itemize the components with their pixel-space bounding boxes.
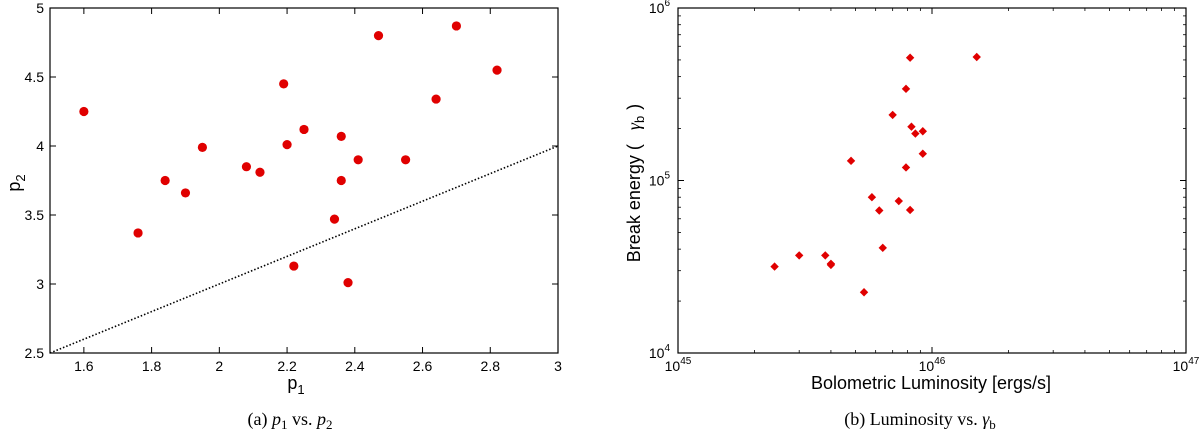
data-point [901, 84, 911, 94]
x-axis-label-a: p1 [287, 373, 304, 397]
data-point [770, 262, 779, 271]
data-point [907, 122, 916, 131]
x-tick-group-a: 1.6 1.8 2 2.2 2.4 2.6 2.8 3 [74, 8, 562, 374]
data-point [180, 188, 191, 198]
data-point [160, 175, 170, 186]
caption-a: (a) p1 vs. p2 [248, 409, 333, 432]
panel-p1-vs-p2: 1.6 1.8 2 2.2 2.4 2.6 2.8 3 2.533.544.55 p1 p2 … [4, 0, 562, 432]
data-point [918, 149, 928, 158]
data-point [353, 155, 363, 165]
y-tick-label: 3.5 [25, 207, 45, 223]
data-point [905, 205, 915, 215]
y-tick-label: 2.5 [25, 345, 45, 361]
reference-line [49, 145, 559, 354]
data-point [133, 228, 143, 238]
y-axis-label-b: Break energy (γb) [624, 104, 647, 262]
x-tick-label: 3 [554, 358, 562, 374]
y-tick-label: 104 [649, 343, 671, 361]
x-tick-label: 1045 [665, 356, 692, 374]
data-point [888, 110, 897, 120]
point-group-b [770, 52, 981, 297]
y-tick-group-b: 104 105 106 [649, 0, 1186, 361]
data-point [343, 278, 353, 288]
y-tick-label: 5 [36, 0, 44, 16]
data-point [859, 288, 869, 297]
data-point [336, 131, 346, 141]
data-point [197, 142, 207, 152]
y-tick-group-a: 2.5 3 3.5 4 4.5 5 [25, 0, 558, 361]
data-point [972, 52, 981, 62]
data-point [336, 175, 346, 186]
data-point [867, 193, 877, 202]
x-axis-label-b: Bolometric Luminosity [ergs/s] [811, 373, 1051, 393]
y-tick-label: 106 [649, 0, 671, 16]
data-point [241, 162, 252, 172]
caption-b: (b) Luminosity vs. γb [844, 409, 996, 432]
x-tick-group-b: 1045 1046 1047 [665, 8, 1200, 374]
data-point [289, 261, 299, 271]
data-point [901, 163, 911, 172]
x-tick-label: 2 [215, 358, 223, 374]
y-tick-label: 105 [649, 171, 671, 189]
x-tick-label: 1047 [1173, 356, 1200, 374]
x-tick-label: 2.4 [345, 358, 365, 374]
y-tick-label: 4.5 [25, 69, 45, 85]
data-point [492, 65, 502, 75]
plot-frame-a [49, 7, 559, 354]
data-point [905, 53, 915, 62]
data-point [826, 259, 836, 268]
data-point [401, 155, 411, 165]
data-point [846, 156, 856, 166]
x-tick-label: 2.8 [481, 358, 501, 374]
data-point [282, 140, 292, 150]
data-point [79, 106, 89, 117]
x-tick-label: 1.8 [142, 358, 162, 374]
point-group-a [79, 21, 502, 288]
data-point [918, 127, 928, 136]
reference-line-group [49, 145, 559, 354]
plot-frame-b [677, 7, 1187, 354]
panel-luminosity-vs-gamma: 1045 1046 1047 104 105 106 Bolometric Lumino… [624, 0, 1200, 432]
y-tick-label: 3 [36, 276, 44, 292]
data-point [255, 167, 265, 177]
data-point [878, 243, 887, 253]
x-tick-label: 1.6 [74, 358, 94, 374]
data-point [821, 251, 830, 260]
y-axis-label-a: p2 [4, 174, 28, 191]
data-point [431, 94, 441, 104]
x-tick-label: 2.6 [413, 358, 433, 374]
data-point [875, 206, 884, 215]
y-tick-label: 4 [36, 138, 44, 154]
data-point [451, 21, 461, 31]
data-point [373, 30, 384, 41]
data-point [894, 196, 903, 206]
data-point [299, 124, 309, 135]
data-point [911, 129, 920, 138]
data-point [794, 251, 804, 260]
x-tick-label: 2.2 [277, 358, 297, 374]
data-point [329, 214, 340, 224]
data-point [279, 79, 289, 89]
x-tick-label: 1046 [919, 356, 946, 374]
